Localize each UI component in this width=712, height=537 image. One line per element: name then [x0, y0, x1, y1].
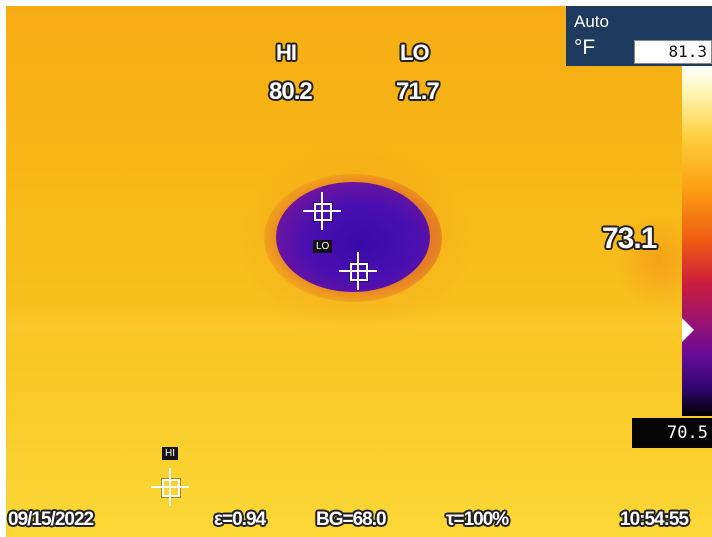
lo-value: 71.7	[396, 78, 440, 105]
scale-min-value: 70.5	[632, 418, 712, 448]
temperature-unit: °F	[574, 36, 596, 59]
hi-value: 80.2	[269, 78, 313, 105]
scale-max-value: 81.3	[634, 40, 712, 64]
hi-crosshair-marker[interactable]	[151, 468, 189, 506]
thermal-image: HI LO 80.2 71.7 LO HI Auto °F 81.3 73.1 …	[6, 6, 712, 537]
range-mode-label: Auto	[574, 12, 609, 31]
palette-marker-value: 73.1	[602, 222, 657, 255]
cold-spot	[276, 182, 430, 292]
lo-marker-tag: LO	[313, 240, 333, 253]
thermal-band	[6, 306, 712, 351]
time-readout: 10:54:55	[620, 509, 689, 530]
lo-label: LO	[400, 40, 430, 65]
lo-crosshair-marker[interactable]	[303, 192, 341, 230]
transmission-readout: τ=100%	[446, 509, 509, 530]
date-readout: 09/15/2022	[8, 509, 94, 530]
hi-label: HI	[276, 40, 297, 65]
hi-marker-tag: HI	[162, 447, 178, 460]
emissivity-readout: ε=0.94	[214, 509, 266, 530]
color-palette-bar	[682, 66, 712, 416]
center-crosshair-marker[interactable]	[339, 252, 377, 290]
background-temp-readout: BG=68.0	[316, 509, 387, 530]
palette-level-marker[interactable]	[682, 318, 694, 342]
